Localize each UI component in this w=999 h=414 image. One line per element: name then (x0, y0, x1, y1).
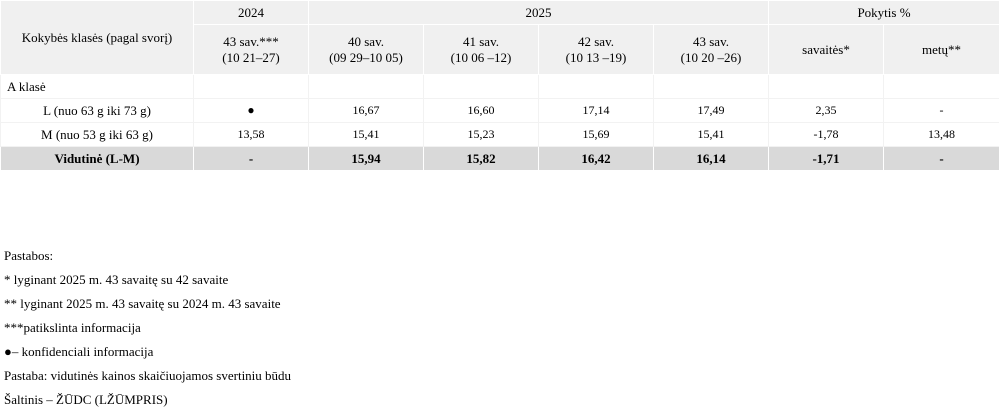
header-cell: 43 sav.***(10 21–27) (194, 25, 309, 75)
header-cell: Pokytis % (769, 1, 999, 25)
row-label: Vidutinė (L-M) (1, 147, 194, 171)
note-line: ●– konfidenciali informacija (4, 342, 291, 366)
notes: Pastabos:* lyginant 2025 m. 43 savaitę s… (4, 246, 291, 414)
empty-cell (539, 75, 654, 99)
header-cell: Kokybės klasės (pagal svorį) (1, 1, 194, 75)
header-cell: 42 sav.(10 13 –19) (539, 25, 654, 75)
note-line: ***patikslinta informacija (4, 318, 291, 342)
cell: 15,69 (539, 123, 654, 147)
header-line: 43 sav. (654, 34, 768, 50)
empty-cell (769, 75, 884, 99)
header-line: metų** (884, 42, 999, 58)
header-line: 40 sav. (309, 34, 423, 50)
empty-cell (654, 75, 769, 99)
header-line: (10 21–27) (194, 50, 308, 66)
cell: 16,67 (309, 99, 424, 123)
header-line: (10 20 –26) (654, 50, 768, 66)
row-label: A klasė (1, 75, 194, 99)
note-line: Pastabos: (4, 246, 291, 270)
table-row: A klasė (1, 75, 999, 99)
header-line: (09 29–10 05) (309, 50, 423, 66)
header-line: (10 06 –12) (424, 50, 538, 66)
cell: 2,35 (769, 99, 884, 123)
header-cell: savaitės* (769, 25, 884, 75)
empty-cell (194, 75, 309, 99)
cell: 17,49 (654, 99, 769, 123)
header-line: 42 sav. (539, 34, 653, 50)
header-cell: 41 sav.(10 06 –12) (424, 25, 539, 75)
header-line: 41 sav. (424, 34, 538, 50)
empty-cell (424, 75, 539, 99)
note-line: Šaltinis – ŽŪDC (LŽŪMPRIS) (4, 390, 291, 414)
cell: 15,82 (424, 147, 539, 171)
cell: -1,71 (769, 147, 884, 171)
cell: 15,94 (309, 147, 424, 171)
header-cell: 40 sav.(09 29–10 05) (309, 25, 424, 75)
note-line: ** lyginant 2025 m. 43 savaitę su 2024 m… (4, 294, 291, 318)
note-line: * lyginant 2025 m. 43 savaitę su 42 sava… (4, 270, 291, 294)
cell: 16,42 (539, 147, 654, 171)
cell: 15,41 (309, 123, 424, 147)
empty-cell (884, 75, 999, 99)
header-cell: 2024 (194, 1, 309, 25)
empty-cell (309, 75, 424, 99)
row-label: M (nuo 53 g iki 63 g) (1, 123, 194, 147)
cell: 17,14 (539, 99, 654, 123)
note-line: Pastaba: vidutinės kainos skaičiuojamos … (4, 366, 291, 390)
cell: 16,14 (654, 147, 769, 171)
cell: 13,58 (194, 123, 309, 147)
cell: 15,23 (424, 123, 539, 147)
header-cell: metų** (884, 25, 999, 75)
cell: - (884, 99, 999, 123)
header-line: savaitės* (769, 42, 883, 58)
cell: 15,41 (654, 123, 769, 147)
cell: ● (194, 99, 309, 123)
header-line: 43 sav.*** (194, 34, 308, 50)
cell: 13,48 (884, 123, 999, 147)
header-cell: 43 sav.(10 20 –26) (654, 25, 769, 75)
row-label: L (nuo 63 g iki 73 g) (1, 99, 194, 123)
cell: - (194, 147, 309, 171)
header-cell: 2025 (309, 1, 769, 25)
header-line: (10 13 –19) (539, 50, 653, 66)
cell: 16,60 (424, 99, 539, 123)
cell: -1,78 (769, 123, 884, 147)
cell: - (884, 147, 999, 171)
